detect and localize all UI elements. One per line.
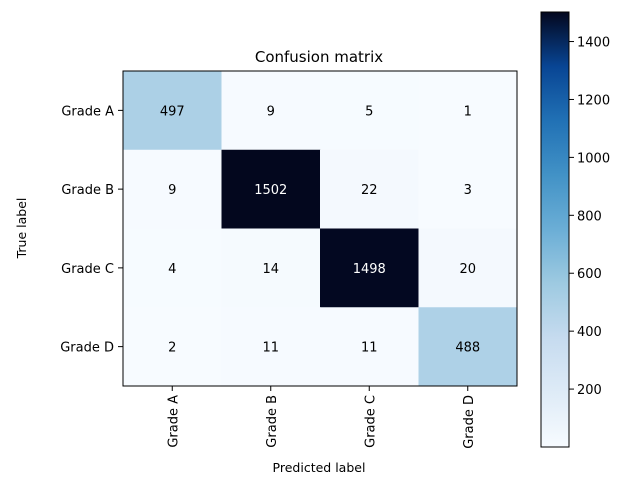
colorbar-tick-label: 1400 (577, 36, 610, 51)
cell-value-label: 20 (459, 262, 476, 277)
matrix-cell (418, 228, 518, 308)
x-axis-label: Predicted label (273, 460, 366, 475)
cell-value-label: 5 (365, 104, 373, 119)
x-tick-label: Grade A (166, 395, 181, 448)
matrix-cell (418, 71, 518, 151)
plot-frame (122, 70, 518, 387)
chart-title: Confusion matrix (255, 48, 383, 66)
matrix-cell (221, 228, 321, 308)
colorbar-tick-label: 200 (577, 383, 602, 398)
cell-value-label: 488 (455, 341, 480, 356)
cell-value-label: 22 (361, 183, 378, 198)
colorbar-tick-label: 1000 (577, 151, 610, 166)
cell-value-label: 1498 (353, 262, 386, 277)
matrix-cell (418, 307, 518, 387)
x-tick-label: Grade B (265, 395, 280, 448)
cell-value-label: 9 (267, 104, 275, 119)
matrix-cell (123, 149, 222, 229)
cell-value-label: 4 (168, 262, 176, 277)
matrix-cell (221, 71, 321, 151)
matrix-cell (123, 228, 222, 308)
colorbar-tick-label: 800 (577, 209, 602, 224)
colorbar-tick-label: 400 (577, 325, 602, 340)
matrix-cell (320, 149, 419, 229)
cell-value-label: 14 (262, 262, 279, 277)
colorbar-tick-label: 600 (577, 267, 602, 282)
cell-value-label: 11 (361, 341, 378, 356)
y-tick-label: Grade D (60, 341, 114, 356)
cell-value-label: 2 (168, 341, 176, 356)
matrix-cell (418, 149, 518, 229)
x-axis-ticks: Grade A Grade B Grade C Grade D (166, 386, 477, 449)
colorbar (540, 11, 570, 448)
x-tick-label: Grade C (363, 395, 378, 448)
cell-value-label: 11 (262, 341, 279, 356)
cell-value-label: 9 (168, 183, 176, 198)
cell-value-label: 1502 (254, 183, 287, 198)
y-tick-label: Grade C (61, 262, 114, 277)
cell-value-label: 3 (464, 183, 472, 198)
matrix-cell (320, 307, 419, 387)
y-axis-label: True label (14, 198, 29, 260)
cell-value-label: 497 (160, 104, 185, 119)
matrix-cell (320, 71, 419, 151)
matrix-cell (320, 228, 419, 308)
colorbar-ticks: 200 400 600 800 1000 1200 1400 (569, 36, 610, 398)
y-axis-ticks: Grade A Grade B Grade C Grade D (60, 104, 123, 356)
matrix-cell (221, 307, 321, 387)
matrix-cell (123, 71, 222, 151)
matrix-cells (123, 71, 518, 387)
colorbar-tick-label: 1200 (577, 93, 610, 108)
matrix-cell-labels: 497 9 5 1 9 1502 22 3 4 14 1498 20 2 11 11 488 (160, 104, 480, 355)
matrix-cell (221, 149, 321, 229)
cell-value-label: 1 (464, 104, 472, 119)
y-tick-label: Grade A (61, 104, 114, 119)
x-tick-label: Grade D (462, 395, 477, 449)
matrix-cell (123, 307, 222, 387)
y-tick-label: Grade B (61, 183, 114, 198)
